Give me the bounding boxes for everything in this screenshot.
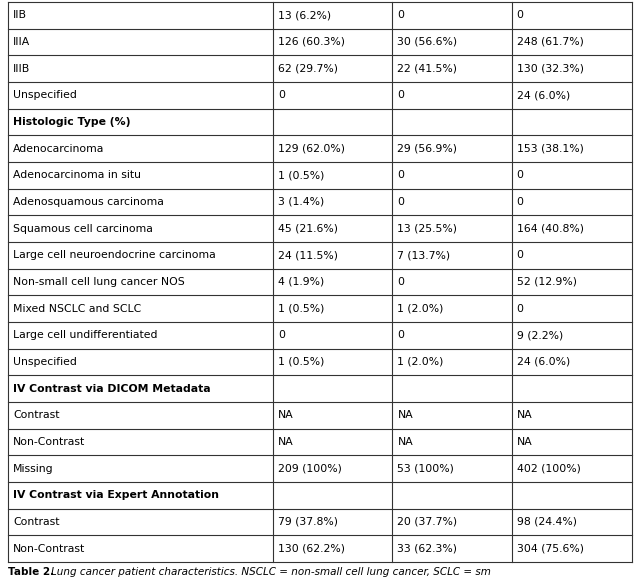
Text: Non-Contrast: Non-Contrast [13,544,85,554]
Text: 0: 0 [516,303,524,313]
Text: 1 (0.5%): 1 (0.5%) [278,357,324,367]
Text: 7 (13.7%): 7 (13.7%) [397,250,451,260]
Text: NA: NA [278,410,294,420]
Text: 153 (38.1%): 153 (38.1%) [516,143,584,153]
Text: 3 (1.4%): 3 (1.4%) [278,197,324,207]
Text: 0: 0 [397,91,404,101]
Text: NA: NA [397,437,413,447]
Text: Non-Contrast: Non-Contrast [13,437,85,447]
Text: IV Contrast via Expert Annotation: IV Contrast via Expert Annotation [13,490,219,500]
Text: 304 (75.6%): 304 (75.6%) [516,544,584,554]
Text: 130 (32.3%): 130 (32.3%) [516,64,584,74]
Text: 164 (40.8%): 164 (40.8%) [516,223,584,233]
Text: 0: 0 [516,197,524,207]
Text: 98 (24.4%): 98 (24.4%) [516,517,577,527]
Text: 20 (37.7%): 20 (37.7%) [397,517,458,527]
Text: IV Contrast via DICOM Metadata: IV Contrast via DICOM Metadata [13,383,211,394]
Text: IIIB: IIIB [13,64,30,74]
Text: Mixed NSCLC and SCLC: Mixed NSCLC and SCLC [13,303,141,313]
Text: 0: 0 [397,197,404,207]
Text: 13 (25.5%): 13 (25.5%) [397,223,458,233]
Text: Contrast: Contrast [13,410,60,420]
Text: 52 (12.9%): 52 (12.9%) [516,277,577,287]
Text: 9 (2.2%): 9 (2.2%) [516,330,563,340]
Text: IIB: IIB [13,11,27,21]
Text: 129 (62.0%): 129 (62.0%) [278,143,345,153]
Text: Adenosquamous carcinoma: Adenosquamous carcinoma [13,197,164,207]
Text: NA: NA [397,410,413,420]
Text: Histologic Type (%): Histologic Type (%) [13,117,131,127]
Text: Adenocarcinoma: Adenocarcinoma [13,143,104,153]
Text: 24 (6.0%): 24 (6.0%) [516,357,570,367]
Text: Table 2.: Table 2. [8,567,58,577]
Text: 130 (62.2%): 130 (62.2%) [278,544,345,554]
Text: Unspecified: Unspecified [13,91,77,101]
Text: 0: 0 [397,171,404,181]
Text: Squamous cell carcinoma: Squamous cell carcinoma [13,223,153,233]
Text: 0: 0 [397,330,404,340]
Text: NA: NA [516,410,532,420]
Text: 0: 0 [516,171,524,181]
Text: Non-small cell lung cancer NOS: Non-small cell lung cancer NOS [13,277,185,287]
Text: NA: NA [516,437,532,447]
Text: NA: NA [278,437,294,447]
Text: 248 (61.7%): 248 (61.7%) [516,37,584,47]
Text: 1 (2.0%): 1 (2.0%) [397,357,444,367]
Text: 0: 0 [397,11,404,21]
Text: 62 (29.7%): 62 (29.7%) [278,64,338,74]
Text: 22 (41.5%): 22 (41.5%) [397,64,458,74]
Text: Large cell neuroendocrine carcinoma: Large cell neuroendocrine carcinoma [13,250,216,260]
Text: 24 (11.5%): 24 (11.5%) [278,250,338,260]
Text: Lung cancer patient characteristics. NSCLC = non-small cell lung cancer, SCLC = : Lung cancer patient characteristics. NSC… [51,567,491,577]
Text: 209 (100%): 209 (100%) [278,464,342,474]
Text: 126 (60.3%): 126 (60.3%) [278,37,345,47]
Text: 402 (100%): 402 (100%) [516,464,580,474]
Text: 0: 0 [516,250,524,260]
Text: Adenocarcinoma in situ: Adenocarcinoma in situ [13,171,141,181]
Text: IIIA: IIIA [13,37,30,47]
Text: 0: 0 [278,91,285,101]
Text: 0: 0 [516,11,524,21]
Text: 4 (1.9%): 4 (1.9%) [278,277,324,287]
Text: 0: 0 [278,330,285,340]
Text: 79 (37.8%): 79 (37.8%) [278,517,338,527]
Text: Large cell undifferentiated: Large cell undifferentiated [13,330,157,340]
Text: 0: 0 [397,277,404,287]
Text: 33 (62.3%): 33 (62.3%) [397,544,458,554]
Text: 29 (56.9%): 29 (56.9%) [397,143,458,153]
Text: 1 (2.0%): 1 (2.0%) [397,303,444,313]
Text: Missing: Missing [13,464,54,474]
Text: 53 (100%): 53 (100%) [397,464,454,474]
Text: Contrast: Contrast [13,517,60,527]
Text: 24 (6.0%): 24 (6.0%) [516,91,570,101]
Text: 1 (0.5%): 1 (0.5%) [278,303,324,313]
Text: 13 (6.2%): 13 (6.2%) [278,11,332,21]
Text: 30 (56.6%): 30 (56.6%) [397,37,458,47]
Text: Unspecified: Unspecified [13,357,77,367]
Text: 45 (21.6%): 45 (21.6%) [278,223,338,233]
Text: 1 (0.5%): 1 (0.5%) [278,171,324,181]
